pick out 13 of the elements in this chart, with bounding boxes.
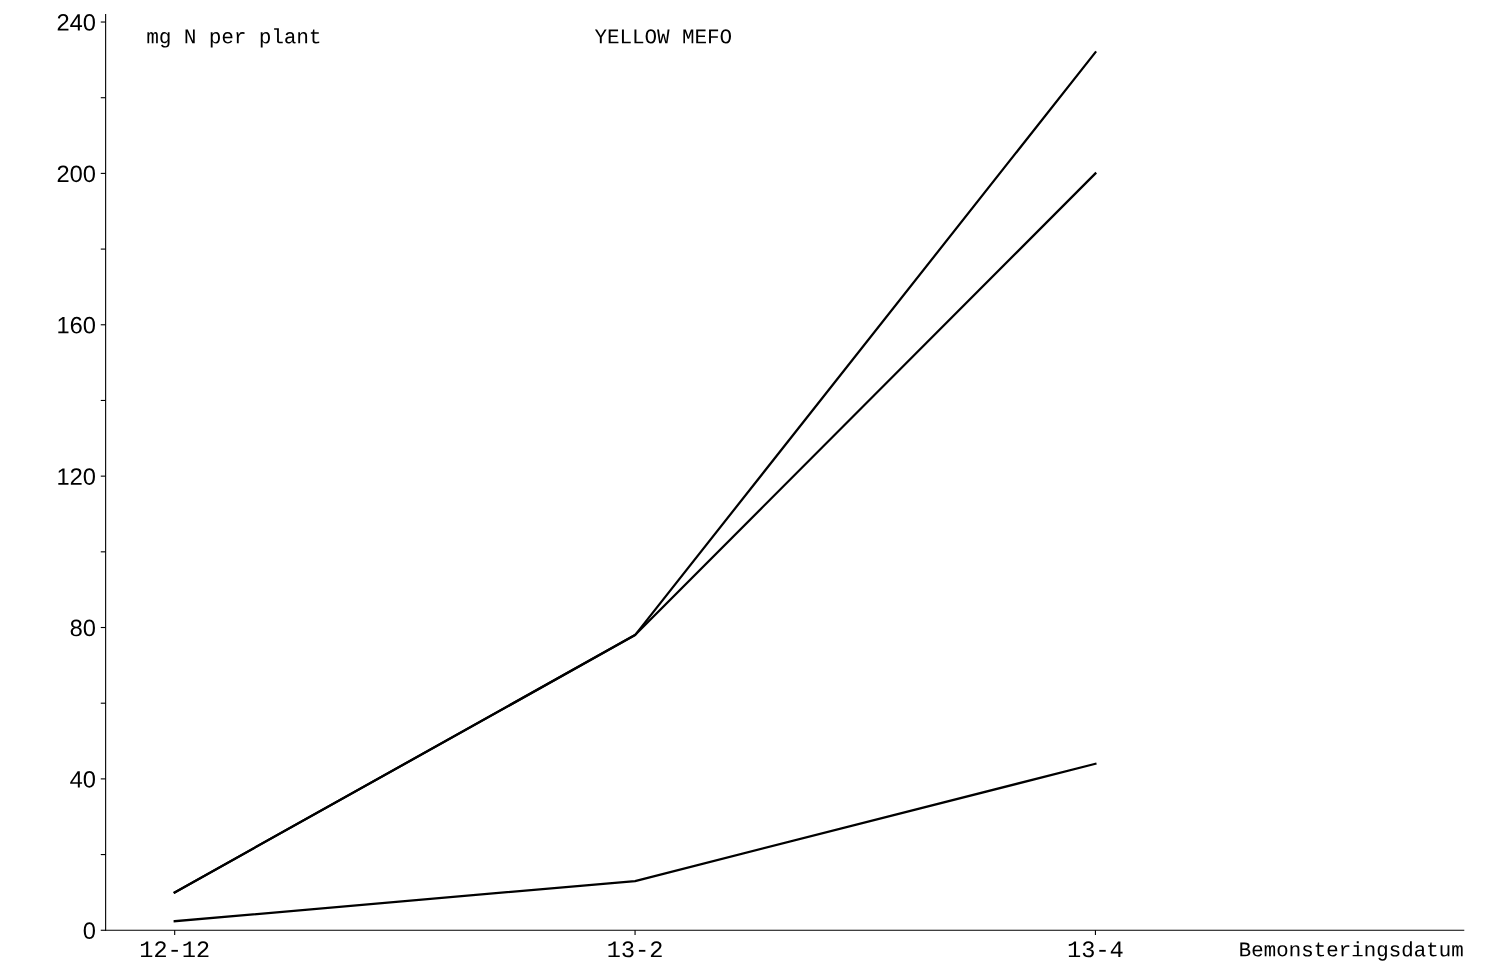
- y-tick-label: 240: [57, 14, 95, 31]
- x-axis-title: Bemonsteringsdatum: [1240, 941, 1463, 961]
- y-tick-label: 0: [83, 922, 95, 940]
- y-axis-title: mg N per plant: [147, 28, 320, 48]
- y-tick-label: 40: [70, 770, 95, 788]
- y-tick-label: 80: [70, 619, 95, 637]
- y-tick-label: 120: [58, 468, 95, 485]
- text: YELLOW MEFO: [594, 29, 732, 44]
- y-tick-label: 200: [57, 165, 95, 183]
- x-tick-label: 12-12: [140, 941, 209, 958]
- x-tick-label: 13-2: [608, 941, 662, 958]
- x-tick-label: 13-4: [1068, 941, 1123, 958]
- y-tick-label: 160: [58, 316, 95, 334]
